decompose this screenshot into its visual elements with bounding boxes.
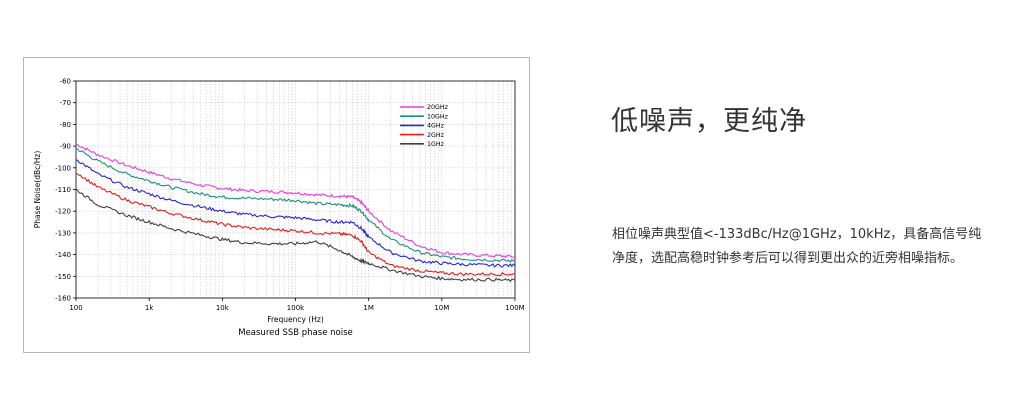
chart-svg: -60 -70 -80 -90 -100 -110 -120 -130 -140 -150 -160…	[33, 78, 525, 339]
y-tick-label: -120	[55, 208, 71, 216]
legend-label: 10GHz	[427, 113, 449, 120]
x-tick-label: 10M	[434, 304, 449, 312]
x-tick-label: 1k	[145, 304, 154, 312]
description: 相位噪声典型值<-133dBc/Hz@1GHz，10kHz，具备高信号纯 净度，…	[612, 223, 1004, 271]
x-tick-label: 100k	[287, 304, 305, 312]
y-tick-label: -70	[60, 99, 71, 107]
legend-label: 4GHz	[427, 123, 445, 130]
series-line-1GHz	[75, 188, 516, 283]
y-axis-label: Phase Noise(dBc/Hz)	[33, 151, 42, 229]
x-tick-label: 1M	[363, 304, 374, 312]
x-tick-label: 10k	[216, 304, 230, 312]
y-tick-label: -130	[55, 229, 71, 237]
series-line-10GHz	[75, 147, 516, 263]
x-tick-label: 100	[69, 304, 82, 312]
series-line-20GHz	[75, 143, 516, 259]
y-tick-label: -140	[55, 251, 71, 259]
legend-label: 20GHz	[427, 104, 449, 111]
legend-label: 2GHz	[427, 132, 445, 139]
series-line-2GHz	[75, 172, 516, 277]
headline: 低噪声，更纯净	[611, 106, 807, 137]
chart-title: Measured SSB phase noise	[238, 328, 353, 338]
x-tick-label: 100M	[505, 304, 524, 312]
y-tick-label: -80	[60, 121, 71, 129]
y-tick-label: -160	[55, 295, 71, 303]
y-tick-label: -150	[55, 273, 71, 281]
description-line-1: 相位噪声典型值<-133dBc/Hz@1GHz，10kHz，具备高信号纯	[612, 227, 982, 242]
y-tick-label: -60	[60, 78, 71, 86]
series-line-4GHz	[75, 159, 516, 268]
phase-noise-chart: -60 -70 -80 -90 -100 -110 -120 -130 -140 -150 -160…	[23, 57, 530, 353]
x-axis-label: Frequency (Hz)	[267, 315, 324, 324]
y-tick-label: -90	[60, 143, 71, 151]
description-line-2: 净度，选配高稳时钟参考后可以得到更出众的近旁相噪指标。	[612, 251, 964, 266]
legend-label: 1GHz	[427, 141, 445, 148]
y-tick-label: -110	[55, 186, 71, 194]
y-tick-label: -100	[55, 164, 71, 172]
